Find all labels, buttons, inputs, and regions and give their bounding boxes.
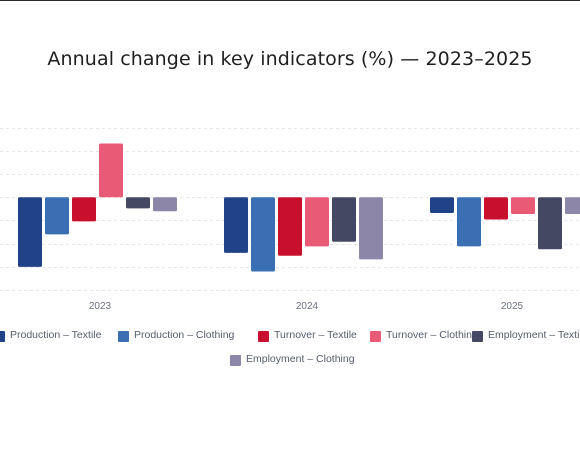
legend-label: Production – Textile: [10, 329, 102, 341]
bar-2024-5[interactable]: [359, 197, 383, 260]
legend-swatch: [0, 331, 5, 342]
legend-label: Employment – Textile: [488, 329, 580, 341]
x-tick-label: 2024: [296, 301, 319, 312]
legend: Production – Textile Production – Clothin…: [0, 324, 580, 374]
bars: [18, 143, 580, 272]
bar-2025-4[interactable]: [538, 197, 562, 250]
x-tick-label: 2025: [501, 301, 524, 312]
legend-swatch: [258, 331, 269, 342]
bar-2025-5[interactable]: [565, 197, 580, 214]
bar-chart: 2023 2024 2025: [0, 128, 580, 312]
bar-2025-3[interactable]: [511, 197, 535, 214]
legend-swatch: [118, 331, 129, 342]
top-border: [0, 0, 580, 1]
x-axis-ticks: 2023 2024 2025: [89, 301, 524, 312]
bar-2023-3[interactable]: [99, 143, 123, 198]
bar-2024-2[interactable]: [278, 197, 302, 256]
bar-2023-4[interactable]: [126, 197, 150, 209]
x-tick-label: 2023: [89, 301, 112, 312]
bar-2025-2[interactable]: [484, 197, 508, 220]
bar-2024-3[interactable]: [305, 197, 329, 247]
legend-swatch: [370, 331, 381, 342]
chart-title: Annual change in key indicators (%) — 20…: [47, 48, 533, 70]
bar-2023-1[interactable]: [45, 197, 69, 235]
bar-2024-4[interactable]: [332, 197, 356, 242]
legend-label: Production – Clothing: [134, 329, 235, 341]
legend-swatch: [230, 355, 241, 366]
legend-label: Turnover – Textile: [274, 329, 357, 341]
bar-2025-1[interactable]: [457, 197, 481, 247]
bar-2024-1[interactable]: [251, 197, 275, 272]
bar-2023-2[interactable]: [72, 197, 96, 222]
bar-2024-0[interactable]: [224, 197, 248, 253]
legend-label: Employment – Clothing: [246, 353, 355, 365]
bar-2023-5[interactable]: [153, 197, 177, 212]
legend-swatch: [472, 331, 483, 342]
legend-label: Turnover – Clothing: [386, 329, 478, 341]
bar-2025-0[interactable]: [430, 197, 454, 214]
bar-2023-0[interactable]: [18, 197, 42, 267]
